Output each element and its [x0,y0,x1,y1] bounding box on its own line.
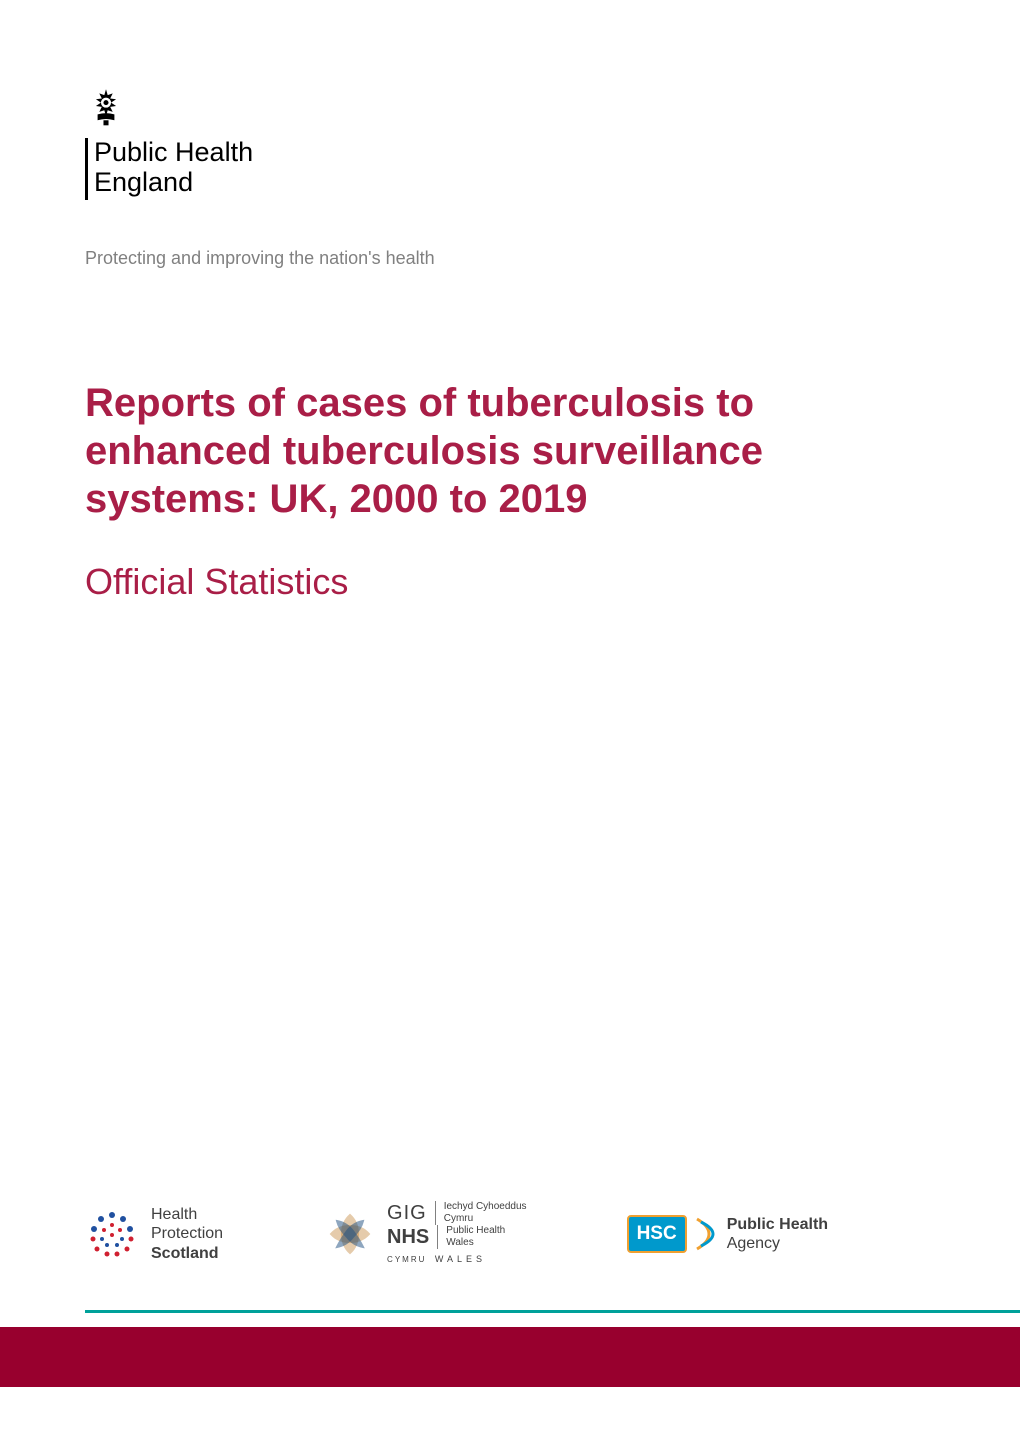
phw-welsh-line1: Iechyd Cyhoeddus [444,1201,527,1212]
crown-crest-icon [85,85,127,127]
teal-line [85,1310,1020,1313]
hps-line3: Scotland [151,1245,219,1262]
hps-line1: Health [151,1206,197,1223]
hsc-line2: Agency [727,1235,780,1252]
phw-bottom-row: CYMRU WALES [387,1249,527,1267]
phe-name-line2: England [94,167,193,197]
logo-vertical-bar [85,138,88,200]
document-subtitle: Official Statistics [85,561,935,603]
phw-eng-line2: Wales [446,1237,473,1248]
phe-logo-name: Public Health England [94,138,253,197]
phe-logo-text: Public Health England [85,138,935,200]
phw-text: GIG Iechyd Cyhoeddus Cymru NHS Public He… [387,1201,527,1267]
hps-dots-icon [85,1207,139,1261]
phw-wales: WALES [435,1254,486,1264]
phw-cymru: CYMRU [387,1255,426,1264]
hsc-swoosh-icon [695,1214,719,1254]
phe-logo: Public Health England [85,85,935,200]
partner-logos-row: Health Protection Scotland GIG Iechyd Cy… [85,1201,935,1267]
phw-gig: GIG [387,1202,427,1225]
phw-nhs-row: NHS Public Health Wales [387,1225,527,1249]
document-page: Public Health England Protecting and imp… [0,0,1020,1442]
phw-eng-line1: Public Health [446,1225,505,1236]
phe-name-line1: Public Health [94,137,253,167]
hps-line2: Protection [151,1225,223,1242]
hsc-logo: HSC Public Health Agency [627,1214,828,1254]
phw-logo: GIG Iechyd Cyhoeddus Cymru NHS Public He… [323,1201,527,1267]
hsc-line1: Public Health [727,1216,828,1233]
phw-welsh: Iechyd Cyhoeddus Cymru [435,1201,527,1225]
footer-band [0,1310,1020,1387]
document-title: Reports of cases of tuberculosis to enha… [85,379,935,523]
maroon-band [0,1327,1020,1387]
tagline: Protecting and improving the nation's he… [85,248,935,269]
hsc-text: Public Health Agency [727,1215,828,1253]
phw-eng: Public Health Wales [437,1225,505,1249]
hps-logo: Health Protection Scotland [85,1205,223,1263]
hsc-badge: HSC [627,1215,687,1253]
phw-welsh-line2: Cymru [444,1213,473,1224]
hps-text: Health Protection Scotland [151,1205,223,1263]
phw-gig-row: GIG Iechyd Cyhoeddus Cymru [387,1201,527,1225]
phw-emblem-icon [323,1207,377,1261]
phw-nhs: NHS [387,1226,429,1249]
